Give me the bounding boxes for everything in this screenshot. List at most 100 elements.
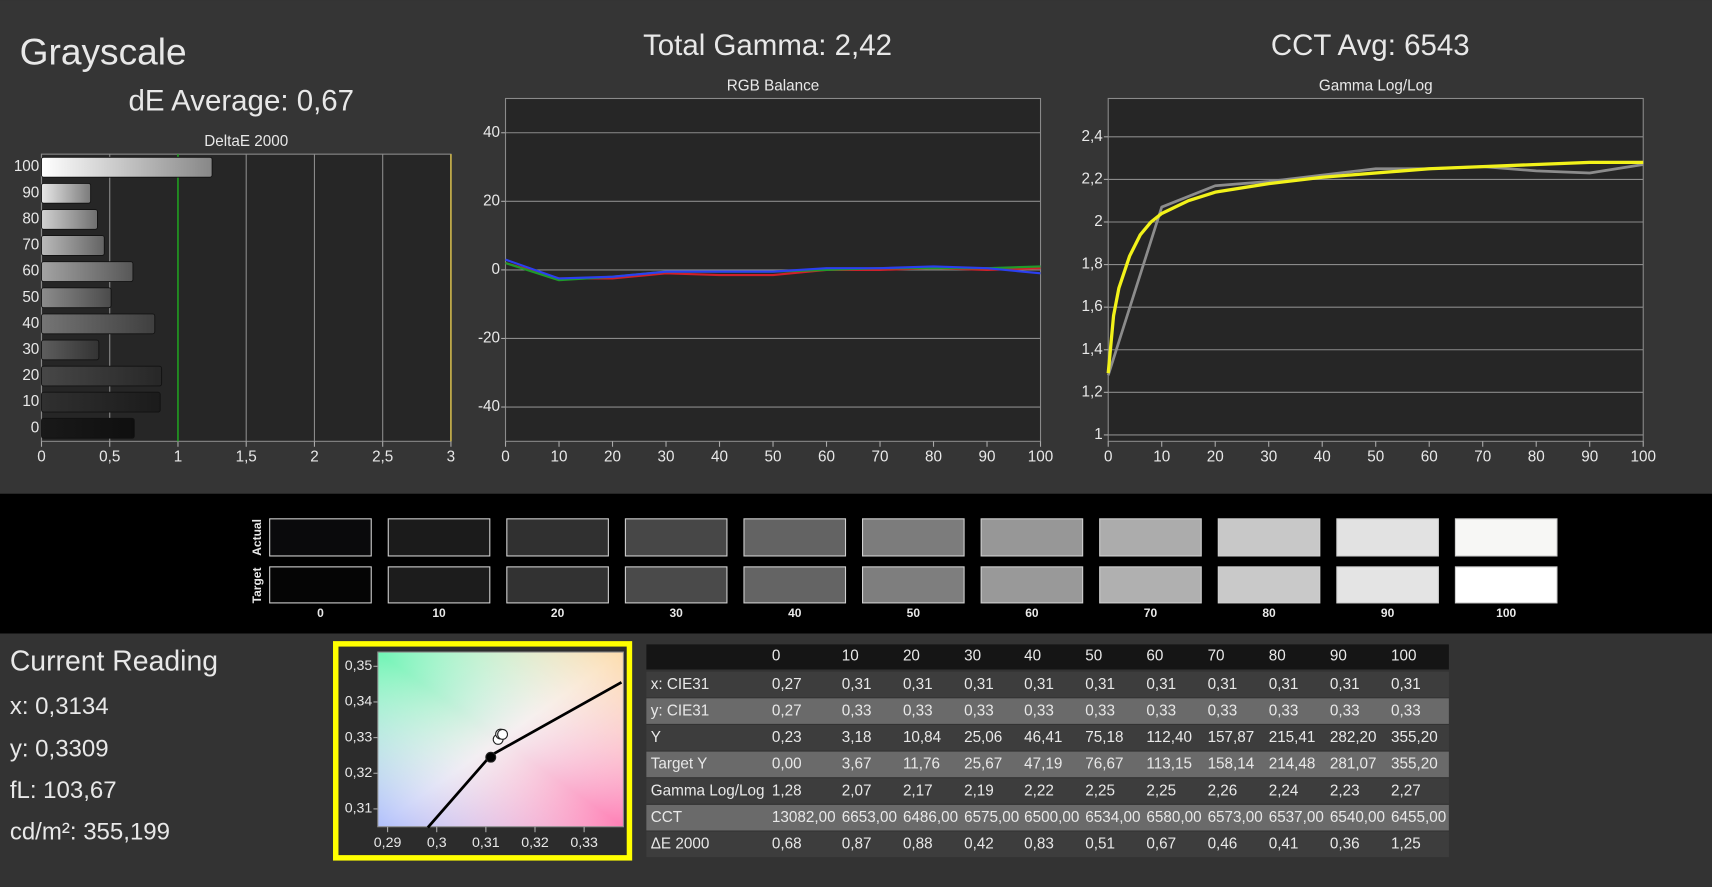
- x-tick-label: 60: [818, 449, 835, 466]
- table-row-label: x: CIE31: [651, 676, 710, 693]
- x-tick-label: 1,5: [236, 449, 257, 466]
- y-tick-label: 0,32: [345, 765, 373, 781]
- table-cell: 2,07: [842, 782, 872, 799]
- x-tick-label: 3: [447, 449, 455, 466]
- y-tick-label: 0,34: [345, 694, 373, 710]
- y-tick-label: 100: [14, 158, 39, 175]
- x-tick-label: 70: [1474, 449, 1491, 466]
- y-tick-label: 1,4: [1082, 341, 1104, 358]
- table-cell: 0,33: [1269, 702, 1299, 719]
- table-cell: 6486,00: [903, 809, 958, 826]
- x-tick-label: 50: [765, 449, 782, 466]
- table-cell: 0,33: [1085, 702, 1115, 719]
- swatch-label: 70: [1144, 606, 1158, 620]
- y-tick-label: -20: [478, 329, 500, 346]
- table-row-label: y: CIE31: [651, 702, 710, 719]
- table-cell: 0,33: [1330, 702, 1360, 719]
- x-tick-label: 10: [551, 449, 568, 466]
- swatch-band: [0, 493, 1712, 634]
- bar: [41, 182, 92, 204]
- actual-swatch: [862, 518, 965, 557]
- table-column-header: 20: [903, 647, 920, 664]
- table-column-header: 100: [1391, 647, 1416, 664]
- y-tick-label: 2,2: [1082, 170, 1103, 187]
- y-tick-label: 40: [22, 315, 39, 332]
- table-cell: 0,51: [1085, 836, 1115, 853]
- x-tick-label: 2,5: [372, 449, 393, 466]
- y-tick-label: 40: [483, 124, 500, 141]
- chart-title: DeltaE 2000: [204, 133, 288, 150]
- table-cell: 6653,00: [842, 809, 897, 826]
- x-tick-label: 0,32: [521, 835, 549, 851]
- table-cell: 10,84: [903, 729, 942, 746]
- reading-title: Current Reading: [10, 645, 218, 677]
- x-tick-label: 30: [658, 449, 675, 466]
- bar: [41, 261, 134, 282]
- bar: [41, 391, 161, 413]
- table-cell: 0,87: [842, 836, 872, 853]
- y-tick-label: -40: [478, 398, 500, 415]
- swatch-label: 100: [1496, 606, 1516, 620]
- actual-swatch: [506, 518, 609, 557]
- table-cell: 0,31: [1269, 676, 1299, 693]
- table-cell: 11,76: [903, 756, 940, 773]
- y-tick-label: 10: [22, 393, 39, 410]
- table-column-header: 40: [1024, 647, 1041, 664]
- table-cell: 0,41: [1269, 836, 1299, 853]
- table-row-label: ΔE 2000: [651, 836, 710, 853]
- y-tick-label: 60: [22, 263, 39, 280]
- table-row-bg: [646, 804, 1449, 831]
- table-cell: 0,33: [1391, 702, 1421, 719]
- actual-swatch: [980, 518, 1084, 557]
- plot-area-overlay: [377, 651, 624, 828]
- bar: [41, 313, 156, 335]
- table-row-label: CCT: [651, 809, 682, 826]
- x-tick-label: 0,31: [472, 835, 500, 851]
- x-tick-label: 0,5: [99, 449, 120, 466]
- y-tick-label: 2,4: [1082, 128, 1104, 145]
- table-row-bg: [646, 831, 1449, 858]
- actual-swatch: [1454, 518, 1558, 557]
- y-tick-label: 0,33: [345, 729, 373, 745]
- table-row-label: Gamma Log/Log: [651, 782, 765, 799]
- table-column-header: 80: [1269, 647, 1286, 664]
- y-tick-label: 0,31: [345, 801, 373, 817]
- table-cell: 6455,00: [1391, 809, 1446, 826]
- target-swatch: [1217, 566, 1321, 604]
- table-cell: 1,25: [1391, 836, 1421, 853]
- x-tick-label: 70: [872, 449, 889, 466]
- table-cell: 0,67: [1146, 836, 1176, 853]
- target-swatch: [506, 566, 609, 604]
- y-tick-label: 1,6: [1082, 298, 1103, 315]
- table-cell: 6573,00: [1208, 809, 1263, 826]
- table-cell: 25,06: [964, 729, 1002, 746]
- swatch-label: 40: [788, 606, 802, 620]
- table-column-header: 90: [1330, 647, 1347, 664]
- cct-average: CCT Avg: 6543: [1271, 29, 1470, 62]
- target-swatch: [387, 566, 491, 604]
- table-cell: 215,41: [1269, 729, 1316, 746]
- table-cell: 6534,00: [1085, 809, 1140, 826]
- table-column-header: 60: [1146, 647, 1163, 664]
- series-line: [1106, 160, 1644, 374]
- target-swatch: [743, 566, 847, 604]
- x-tick-label: 80: [925, 449, 942, 466]
- y-tick-label: 1,8: [1082, 256, 1103, 273]
- table-cell: 0,33: [1146, 702, 1176, 719]
- table-row-bg: [646, 698, 1449, 724]
- table-column-header: 30: [964, 647, 981, 664]
- swatch-label: 60: [1025, 606, 1039, 620]
- x-tick-label: 40: [711, 449, 728, 466]
- reading-line: x: 0,3134: [10, 693, 109, 720]
- table-cell: 2,25: [1085, 782, 1115, 799]
- table-cell: 0,00: [772, 756, 802, 773]
- table-cell: 75,18: [1085, 729, 1123, 746]
- table-cell: 2,19: [964, 782, 994, 799]
- bar: [41, 287, 112, 309]
- reading-line: cd/m²: 355,199: [10, 819, 170, 846]
- table-cell: 46,41: [1024, 729, 1062, 746]
- table-cell: 13082,00: [772, 809, 836, 826]
